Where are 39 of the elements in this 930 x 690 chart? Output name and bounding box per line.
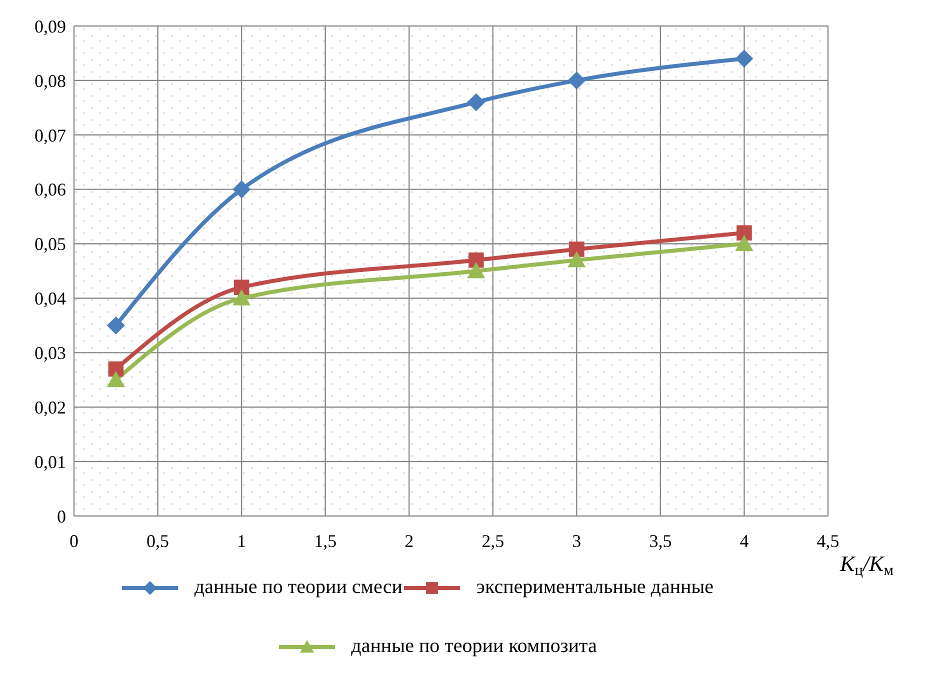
x-axis-title: K$_{ц}$/K$_{м}$ [839,551,894,579]
x-tick-label: 0 [70,530,78,551]
y-tick-label: 0,03 [34,343,66,364]
y-tick-label: 0 [57,506,66,526]
point [232,289,251,306]
point [569,242,584,257]
x-tick-label: 2,5 [482,530,504,551]
y-tick-label: 0,06 [34,180,66,200]
x-tick-label: 0,5 [146,530,170,551]
x-tick-label: 4 [740,530,749,551]
x-tick-label: 1 [237,530,246,551]
point [467,262,486,278]
point [735,234,754,251]
point [467,93,486,112]
x-tick-label: 2 [404,530,414,551]
y-tick-label: 0,01 [34,452,66,472]
point [108,361,124,377]
point [735,50,754,68]
y-tick-label: 0,02 [34,398,66,418]
legend-label: экспериментальные данные [476,576,714,599]
x-tick-label: 4,5 [816,530,840,551]
y-tick-label: 0,04 [34,288,66,309]
point [736,225,752,241]
point [232,180,251,198]
point [106,370,125,388]
y-tick-label: 0,09 [34,16,66,36]
y-tick-label: 0,05 [34,234,66,254]
point [568,71,586,90]
y-tick-label: 0,08 [34,70,66,91]
point [468,252,484,268]
point [106,316,125,334]
x-tick-label: 1,5 [314,530,337,551]
point [568,251,586,268]
x-tick-label: 3,5 [649,530,672,551]
x-tick-label: 3 [572,530,582,551]
y-tick-label: 0,07 [34,125,66,146]
legend-label: данные по теории смеси [194,576,402,599]
point [234,280,250,295]
legend-label: данные по теории композита [351,635,597,658]
